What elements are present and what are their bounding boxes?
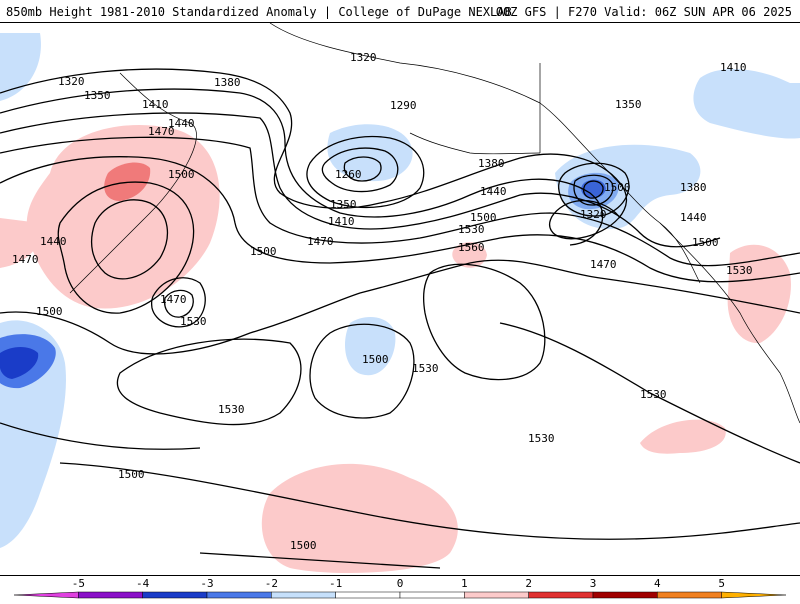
- coastlines: [69, 23, 800, 424]
- colorbar-swatch: [399, 591, 465, 599]
- negative-anomaly-central: [345, 317, 396, 376]
- positive-anomaly-south: [261, 463, 458, 574]
- colorbar-swatch: [721, 591, 787, 599]
- colorbar-swatch: [271, 591, 336, 599]
- contour-label: 1500: [290, 539, 317, 552]
- contour-label: 1530: [458, 223, 485, 236]
- contour-label: 1440: [480, 185, 507, 198]
- negative-anomaly-northwest-corner: [0, 33, 41, 101]
- contour-label: 1530: [528, 432, 555, 445]
- contour-label: 1500: [362, 353, 389, 366]
- height-contours: [0, 68, 800, 569]
- colorbar-swatch: [657, 591, 722, 599]
- contour-label: 1410: [720, 61, 747, 74]
- colorbar-tick-label: 4: [654, 577, 661, 590]
- contour-label: 1380: [478, 157, 505, 170]
- positive-anomaly-east: [640, 419, 726, 454]
- contour-label: 1320: [580, 208, 607, 221]
- colorbar-swatch: [206, 591, 272, 599]
- contour-label: 1530: [218, 403, 245, 416]
- contour-label: 1500: [250, 245, 277, 258]
- colorbar-swatch: [78, 591, 143, 599]
- colorbar-swatch: [13, 591, 79, 599]
- colorbar-tick-label: 5: [718, 577, 725, 590]
- contour-label: 1350: [330, 198, 357, 211]
- colorbar-tick-label: -5: [72, 577, 85, 590]
- contour-label: 1500: [692, 236, 719, 249]
- contour-label: 1380: [214, 76, 241, 89]
- contour-label: 1560: [458, 241, 485, 254]
- contour-label: 1380: [680, 181, 707, 194]
- contour-label: 1500: [604, 181, 631, 194]
- positive-anomaly-southwest-us: [727, 244, 791, 344]
- colorbar-swatch: [142, 591, 208, 599]
- colorbar-swatch: [528, 591, 594, 599]
- contour-label: 1530: [726, 264, 753, 277]
- contour-label: 1470: [12, 253, 39, 266]
- negative-anomaly-northeast: [693, 68, 800, 139]
- contour-label: 1500: [36, 305, 63, 318]
- colorbar-tick-label: -3: [200, 577, 213, 590]
- positive-anomaly-west-edge: [0, 218, 41, 268]
- contour-label: 1410: [142, 98, 169, 111]
- contour-label: 1470: [590, 258, 617, 271]
- negative-anomaly-northwest-center: [581, 179, 606, 199]
- colorbar-tick-label: 0: [397, 577, 404, 590]
- colorbar-tick-label: -1: [329, 577, 342, 590]
- colorbar-tick-label: 2: [525, 577, 532, 590]
- model-run-info: 00Z GFS | F270 Valid: 06Z SUN APR 06 202…: [495, 5, 792, 19]
- anomaly-shading: [0, 33, 800, 574]
- contour-label: 1440: [680, 211, 707, 224]
- colorbar-tick-label: -2: [265, 577, 278, 590]
- colorbar-swatch: [335, 591, 401, 599]
- contour-label: 1530: [640, 388, 667, 401]
- colorbar-swatch: [464, 591, 529, 599]
- map-header: 850mb Height 1981-2010 Standardized Anom…: [0, 0, 800, 22]
- contour-label: 1320: [350, 51, 377, 64]
- contour-label: 1440: [168, 117, 195, 130]
- colorbar-tick-label: 1: [461, 577, 468, 590]
- contour-label: 1530: [180, 315, 207, 328]
- contour-label: 1320: [58, 75, 85, 88]
- colorbar-swatch: [592, 591, 658, 599]
- contour-label: 1350: [615, 98, 642, 111]
- negative-anomaly-southwest-center: [0, 347, 39, 379]
- contour-label: 1290: [390, 99, 417, 112]
- map-canvas: 1320 1350 1380 1410 1440 1470 1500 1530 …: [0, 23, 800, 574]
- contour-label: 1470: [307, 235, 334, 248]
- colorbar-tick-label: -4: [136, 577, 150, 590]
- contour-label: 1530: [412, 362, 439, 375]
- contour-label: 1260: [335, 168, 362, 181]
- contour-label: 1470: [148, 125, 175, 138]
- map-title: 850mb Height 1981-2010 Standardized Anom…: [6, 5, 512, 19]
- contour-labels: 1320 1350 1380 1410 1440 1470 1500 1530 …: [12, 51, 753, 552]
- contour-label: 1470: [160, 293, 187, 306]
- weather-map: 1320 1350 1380 1410 1440 1470 1500 1530 …: [0, 22, 800, 576]
- contour-label: 1410: [328, 215, 355, 228]
- contour-label: 1500: [168, 168, 195, 181]
- contour-label: 1500: [470, 211, 497, 224]
- positive-anomaly-west-pacific: [26, 125, 220, 309]
- colorbar-tick-label: 3: [590, 577, 597, 590]
- contour-label: 1500: [118, 468, 145, 481]
- contour-label: 1350: [84, 89, 111, 102]
- contour-label: 1440: [40, 235, 67, 248]
- anomaly-colorbar: -5 -4 -3 -2 -1 0 1 2 3 4 5: [0, 576, 800, 600]
